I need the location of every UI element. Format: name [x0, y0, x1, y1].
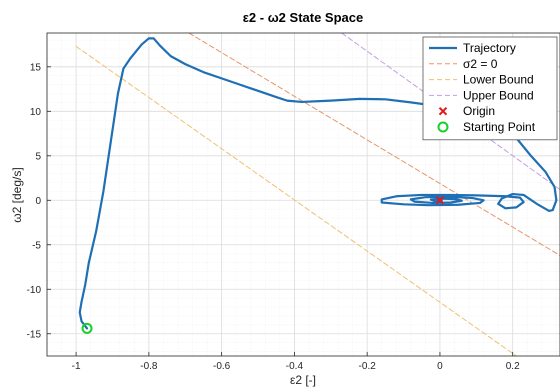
legend-item-lower-bound: Lower Bound: [429, 73, 534, 87]
legend-label: Upper Bound: [463, 88, 534, 102]
series-layer: [75, 33, 560, 356]
y-axis-ticks: -15 -10 -5 0 5 10 15: [27, 62, 51, 340]
y-tick-label: 0: [35, 196, 41, 207]
starting-point-marker: [81, 322, 93, 334]
legend-item-origin: Origin: [438, 104, 495, 118]
y-tick-label: -5: [32, 240, 41, 251]
y-tick-label: 5: [35, 151, 41, 162]
marker-layer: [81, 196, 445, 334]
legend-item-2-0: σ2 = 0: [429, 57, 498, 71]
legend-swatch: [437, 121, 449, 133]
chart-title: ε2 - ω2 State Space: [243, 10, 363, 25]
legend-label: Starting Point: [463, 120, 536, 134]
x-tick-label: -0.2: [359, 361, 377, 372]
x-axis-ticks: -1 -0.8 -0.6 -0.4 -0.2 0 0.2: [72, 352, 520, 372]
legend-label: Trajectory: [463, 41, 516, 55]
y-tick-label: -15: [27, 329, 42, 340]
boundary-line: [188, 33, 560, 256]
y-tick-label: 15: [30, 62, 42, 73]
y-tick-label: -10: [27, 285, 42, 296]
legend-label: σ2 = 0: [463, 57, 498, 71]
plot-frame: [46, 32, 560, 357]
trajectory-line: [78, 37, 558, 330]
legend-label: Lower Bound: [463, 73, 534, 87]
boundary-line: [341, 33, 560, 191]
x-tick-label: 0.2: [506, 361, 520, 372]
origin-marker: [435, 196, 445, 205]
x-tick-label: -1: [72, 361, 81, 372]
x-tick-label: -0.6: [213, 361, 231, 372]
legend-item-upper-bound: Upper Bound: [429, 88, 534, 102]
x-tick-label: -0.4: [286, 361, 304, 372]
legend-item-trajectory: Trajectory: [429, 41, 516, 55]
y-tick-label: 10: [30, 107, 42, 118]
x-tick-label: -0.8: [140, 361, 158, 372]
legend-item-starting-point: Starting Point: [437, 120, 536, 134]
legend-label: Origin: [463, 104, 495, 118]
x-axis-label: ε2 [-]: [290, 373, 316, 387]
boundary-line: [75, 45, 517, 356]
legend-swatch: [438, 106, 448, 116]
y-axis-label: ω2 [deg/s]: [10, 167, 24, 222]
x-tick-label: 0: [437, 361, 443, 372]
